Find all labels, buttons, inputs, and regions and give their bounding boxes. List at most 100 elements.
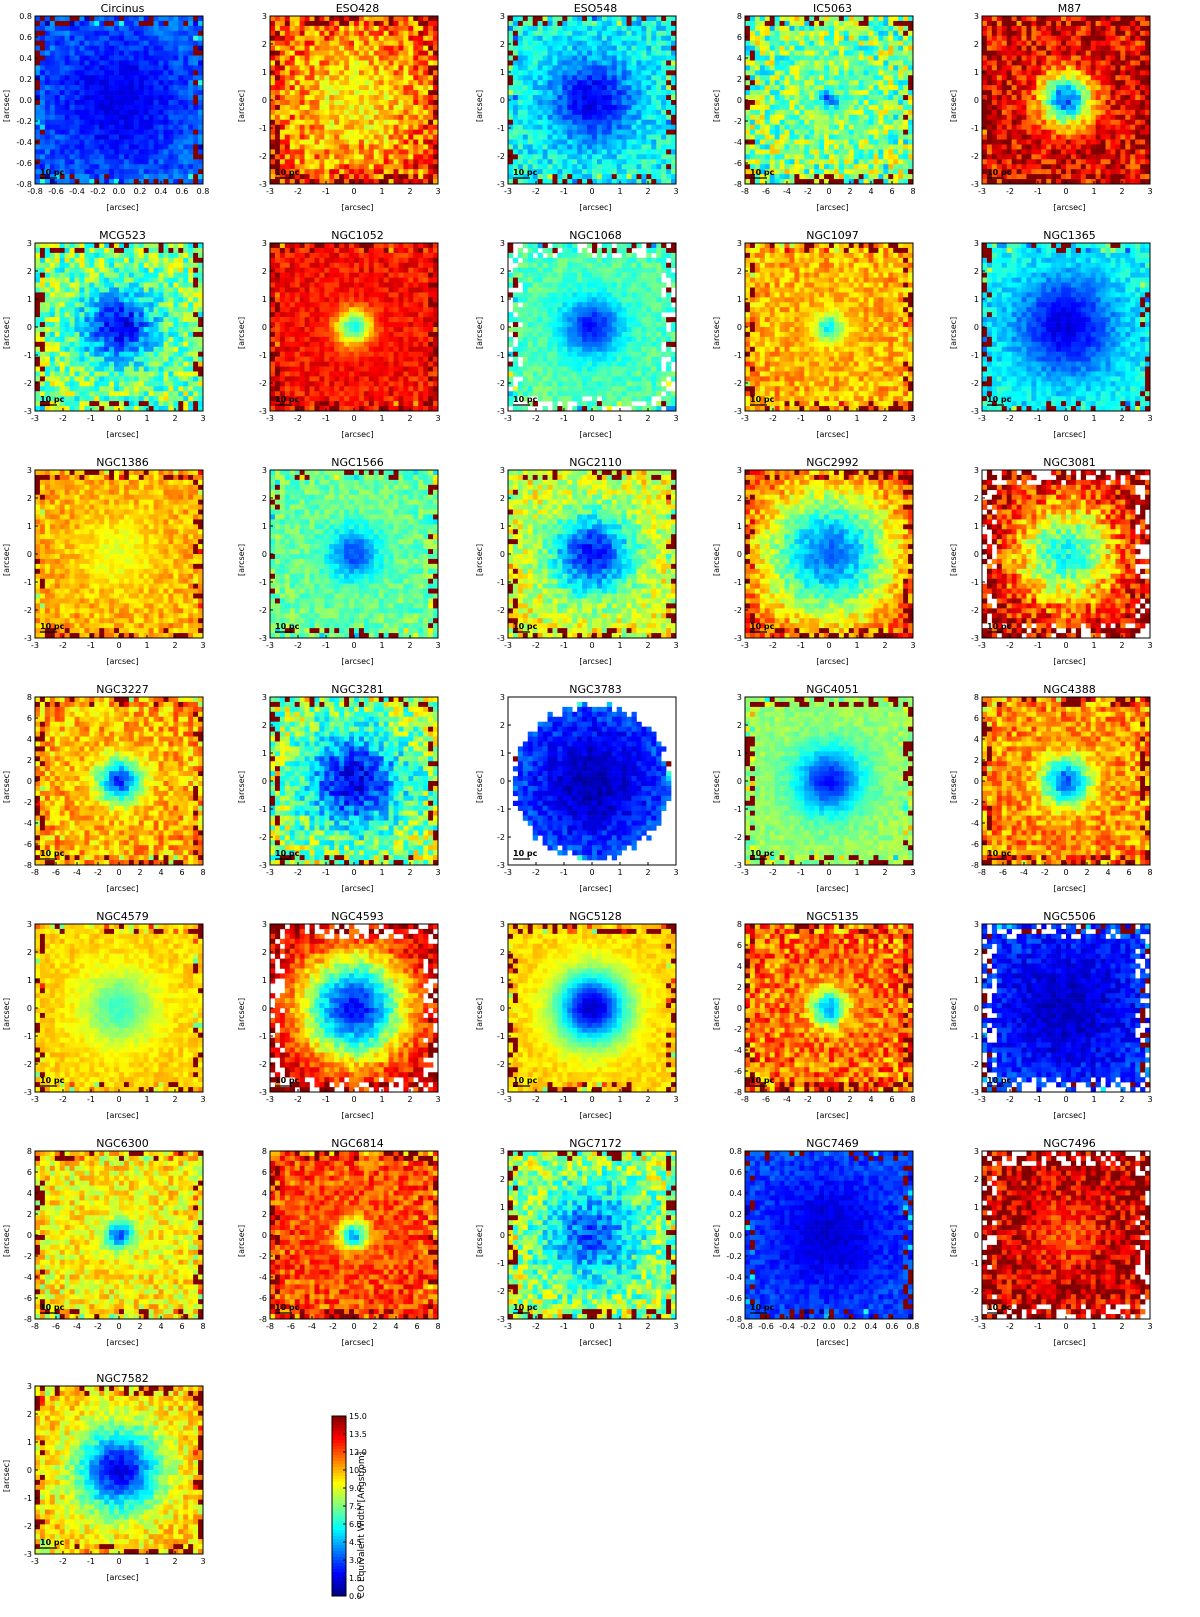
map-pixel	[178, 129, 184, 135]
map-pixel	[279, 25, 286, 32]
map-pixel	[893, 50, 899, 56]
map-pixel	[601, 70, 608, 76]
map-pixel	[522, 25, 529, 32]
map-pixel	[759, 30, 766, 37]
map-pixel	[329, 50, 335, 56]
map-pixel	[809, 90, 815, 96]
map-pixel	[621, 95, 627, 101]
map-pixel	[163, 60, 169, 66]
map-pixel	[413, 50, 419, 56]
map-pixel	[49, 65, 56, 71]
map-pixel	[636, 95, 642, 101]
map-pixel	[547, 159, 553, 165]
map-pixel	[119, 139, 125, 145]
map-pixel	[522, 124, 529, 130]
map-pixel	[158, 40, 164, 46]
map-pixel	[853, 109, 859, 116]
map-pixel	[158, 50, 164, 56]
x-tick-label: -2	[532, 187, 540, 196]
map-pixel	[289, 164, 295, 170]
map-pixel	[527, 124, 533, 130]
map-pixel	[44, 144, 51, 150]
map-pixel	[270, 119, 276, 125]
map-pixel	[309, 55, 315, 61]
map-pixel	[769, 80, 775, 86]
map-pixel	[522, 169, 529, 175]
map-pixel	[294, 119, 300, 125]
map-pixel	[94, 20, 100, 27]
map-pixel	[54, 70, 60, 76]
map-pixel	[413, 55, 419, 61]
map-pixel	[274, 80, 281, 86]
map-pixel	[363, 90, 370, 96]
map-pixel	[198, 30, 204, 37]
map-pixel	[868, 20, 874, 27]
y-tick-label: 0.6	[19, 33, 32, 42]
map-pixel	[646, 154, 652, 160]
map-pixel	[289, 114, 295, 121]
map-pixel	[858, 50, 864, 56]
map-pixel	[423, 80, 429, 86]
map-pixel	[358, 104, 365, 111]
map-pixel	[754, 109, 761, 116]
map-pixel	[572, 169, 578, 175]
map-pixel	[44, 169, 51, 175]
map-pixel	[671, 85, 677, 91]
map-pixel	[804, 104, 810, 111]
map-pixel	[383, 159, 389, 165]
map-pixel	[158, 30, 164, 37]
map-pixel	[358, 55, 365, 61]
map-pixel	[388, 25, 394, 32]
map-pixel	[843, 20, 850, 27]
map-pixel	[784, 144, 790, 150]
map-pixel	[354, 154, 360, 160]
map-pixel	[1070, 35, 1077, 41]
map-pixel	[44, 20, 51, 27]
map-pixel	[173, 80, 179, 86]
map-pixel	[1080, 25, 1087, 32]
map-pixel	[572, 104, 578, 111]
map-pixel	[853, 50, 859, 56]
map-pixel	[1021, 40, 1027, 46]
map-pixel	[552, 104, 558, 111]
map-pixel	[398, 154, 404, 160]
map-pixel	[44, 164, 51, 170]
map-pixel	[363, 139, 370, 145]
map-pixel	[893, 174, 899, 180]
map-pixel	[517, 139, 524, 145]
map-pixel	[433, 90, 439, 96]
map-pixel	[89, 129, 95, 135]
map-pixel	[804, 164, 810, 170]
map-pixel	[104, 104, 110, 111]
map-pixel	[39, 40, 46, 46]
map-pixel	[527, 149, 533, 155]
map-pixel	[168, 16, 174, 22]
map-pixel	[616, 109, 622, 116]
map-pixel	[59, 164, 65, 170]
map-pixel	[537, 169, 543, 175]
map-pixel	[898, 95, 904, 101]
map-pixel	[873, 169, 879, 175]
map-pixel	[898, 159, 904, 165]
map-pixel	[651, 164, 657, 170]
map-pixel	[428, 40, 434, 46]
map-pixel	[537, 40, 543, 46]
map-pixel	[158, 70, 164, 76]
map-pixel	[794, 90, 800, 96]
map-pixel	[572, 179, 578, 185]
map-pixel	[848, 55, 854, 61]
map-pixel	[114, 85, 120, 91]
map-pixel	[413, 75, 419, 81]
map-pixel	[819, 174, 825, 180]
map-pixel	[1021, 16, 1027, 22]
map-pixel	[868, 85, 874, 91]
map-pixel	[572, 70, 578, 76]
map-pixel	[334, 114, 340, 121]
map-pixel	[1120, 20, 1126, 27]
map-pixel	[903, 95, 909, 101]
map-pixel	[779, 179, 785, 185]
map-pixel	[198, 90, 204, 96]
map-pixel	[123, 75, 130, 81]
map-pixel	[59, 65, 65, 71]
